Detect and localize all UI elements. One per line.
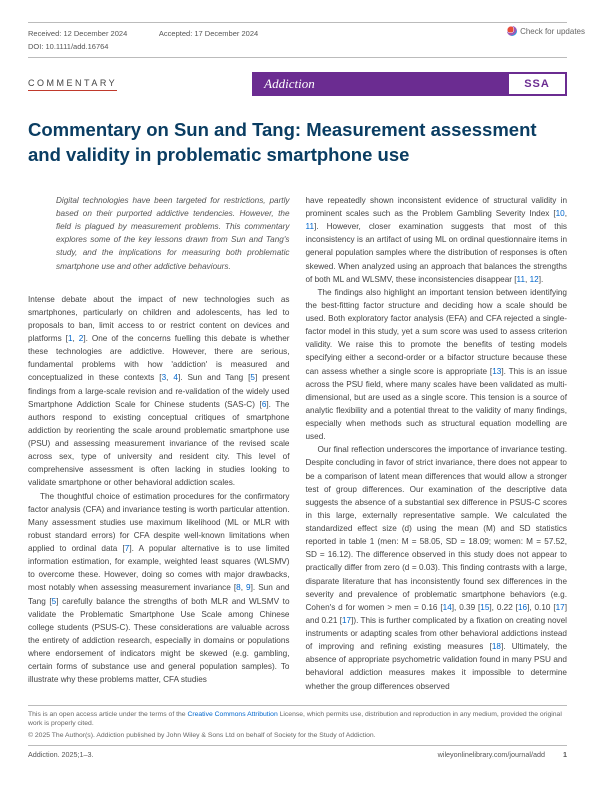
journal-url[interactable]: wileyonlinelibrary.com/journal/add	[438, 750, 545, 759]
license-link[interactable]: Creative Commons Attribution	[187, 711, 277, 718]
copyright: © 2025 The Author(s). Addiction publishe…	[28, 732, 567, 739]
journal-banner: Addiction SSA	[252, 72, 567, 96]
citation-link[interactable]: 10	[556, 209, 565, 218]
article-type-label: COMMENTARY	[28, 78, 117, 91]
crossmark-icon	[507, 26, 517, 36]
right-column: have repeatedly shown inconsistent evide…	[306, 194, 568, 693]
citation-link[interactable]: 18	[492, 642, 501, 651]
received-label: Received:	[28, 29, 61, 38]
citation-link[interactable]: 17	[556, 603, 565, 612]
citation-link[interactable]: 14	[443, 603, 452, 612]
journal-name: Addiction	[264, 76, 315, 92]
license-text: This is an open access article under the…	[28, 710, 567, 729]
society-logo: SSA	[507, 72, 567, 96]
footer-rule	[28, 705, 567, 706]
top-rule	[28, 22, 567, 23]
banner: COMMENTARY Addiction SSA	[28, 72, 567, 96]
accepted-label: Accepted:	[159, 29, 192, 38]
check-updates-label: Check for updates	[520, 27, 585, 36]
citation-link[interactable]: 16	[518, 603, 527, 612]
citation-link[interactable]: 12	[530, 275, 539, 284]
footer-row: Addiction. 2025;1–3. wileyonlinelibrary.…	[28, 750, 567, 759]
article-title: Commentary on Sun and Tang: Measurement …	[28, 118, 567, 168]
left-column: Digital technologies have been targeted …	[28, 194, 290, 693]
citation-link[interactable]: 17	[342, 616, 351, 625]
received-date: 12 December 2024	[63, 29, 127, 38]
paragraph: Our final reflection underscores the imp…	[306, 443, 568, 692]
page-number: 1	[563, 750, 567, 759]
citation-footer: Addiction. 2025;1–3.	[28, 750, 94, 759]
citation-link[interactable]: 13	[492, 367, 501, 376]
citation-link[interactable]: 11	[517, 275, 526, 284]
meta-rule	[28, 57, 567, 58]
paragraph: Intense debate about the impact of new t…	[28, 293, 290, 490]
doi: DOI: 10.1111/add.16764	[28, 42, 567, 51]
paragraph: The thoughtful choice of estimation proc…	[28, 490, 290, 687]
two-column-body: Digital technologies have been targeted …	[28, 194, 567, 693]
accepted-date: 17 December 2024	[194, 29, 258, 38]
abstract: Digital technologies have been targeted …	[56, 194, 290, 273]
paragraph: The findings also highlight an important…	[306, 286, 568, 444]
citation-link[interactable]: 11	[306, 222, 315, 231]
check-updates-badge[interactable]: Check for updates	[507, 26, 585, 36]
paragraph: have repeatedly shown inconsistent evide…	[306, 194, 568, 286]
meta-dates: Received: 12 December 2024 Accepted: 17 …	[28, 29, 567, 38]
footer-rule-2	[28, 745, 567, 746]
